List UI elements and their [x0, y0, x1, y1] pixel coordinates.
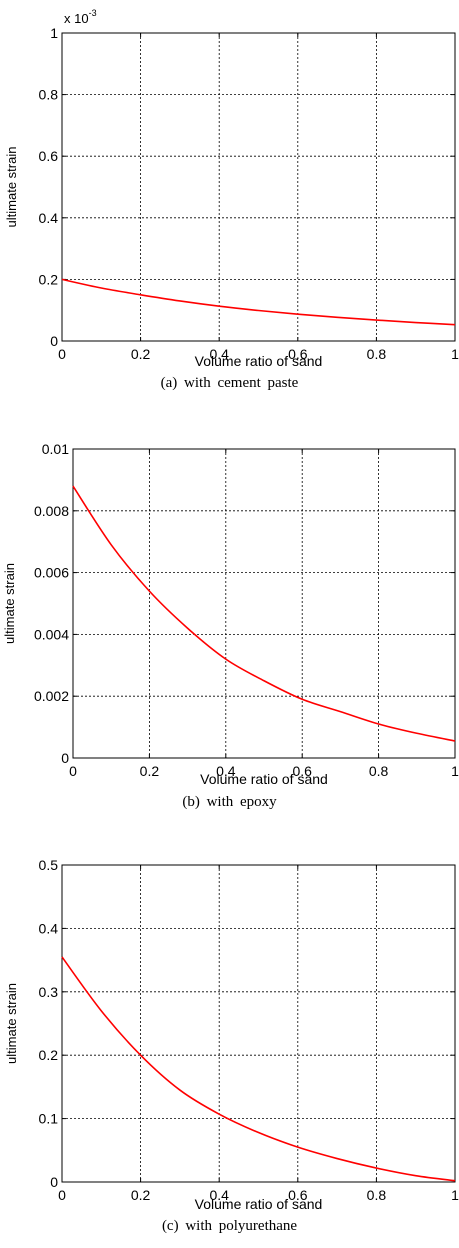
chart-panel-b: 0 0.2 0.4 0.6 0.8 1 0 0.002 0.004 0.006 0.008 0.01 V… [0, 410, 459, 825]
x-tick-label: 0.8 [369, 763, 389, 779]
x-axis-label: Volume ratio of sand [195, 353, 323, 369]
y-tick-label: 0.008 [34, 503, 69, 519]
chart-a: 0 0.2 0.4 0.6 0.8 1 0 0.2 0.4 0.6 0.8 1 x 10-3 Volume… [4, 8, 459, 369]
x-tick-label: 0.2 [131, 1187, 151, 1203]
y-tick-label: 0.5 [39, 857, 59, 873]
y-tick-label: 0.006 [34, 565, 69, 581]
series-line [72, 485, 456, 742]
plot-frame [61, 864, 456, 1183]
x-tick-label: 0.6 [288, 1187, 308, 1203]
y-tick-label: 0.8 [39, 87, 59, 103]
x-tick-label: 0.4 [209, 346, 229, 362]
x-tick-label: 0.4 [209, 1187, 229, 1203]
y-tick-label: 0 [50, 1174, 58, 1190]
x-axis-label: Volume ratio of sand [200, 771, 328, 787]
x-tick-label: 0.6 [288, 346, 308, 362]
y-tick-label: 0.2 [39, 271, 59, 287]
chart-panel-a: 0 0.2 0.4 0.6 0.8 1 0 0.2 0.4 0.6 0.8 1 x 10-3 Volume… [0, 0, 459, 410]
y-axis-label: ultimate strain [2, 563, 17, 644]
chart-panel-c: 0 0.2 0.4 0.6 0.8 1 0 0.1 0.2 0.3 0.4 0.5 Volume rat… [0, 825, 459, 1248]
x-tick-label: 0.8 [367, 346, 387, 362]
x-tick-label: 0 [69, 763, 77, 779]
x-tick-label: 0.2 [131, 346, 151, 362]
x-tick-label: 0.4 [216, 763, 236, 779]
y-tick-label: 0.1 [39, 1111, 59, 1127]
y-multiplier: x 10-3 [64, 8, 97, 26]
x-tick-label: 0 [58, 346, 66, 362]
x-axis-label: Volume ratio of sand [195, 1196, 323, 1212]
y-tick-label: 0.4 [39, 210, 59, 226]
plot-frame [61, 32, 456, 342]
series-line [61, 956, 456, 1182]
y-tick-label: 0.01 [42, 441, 69, 457]
y-tick-label: 0.004 [34, 626, 69, 642]
series-line [61, 278, 456, 326]
y-tick-label: 0 [61, 750, 69, 766]
y-tick-label: 0.3 [39, 984, 59, 1000]
caption-a: (a) with cement paste [160, 375, 299, 391]
caption-c: (c) with polyurethane [161, 1218, 298, 1234]
x-tick-label: 0 [58, 1187, 66, 1203]
chart-c: 0 0.2 0.4 0.6 0.8 1 0 0.1 0.2 0.3 0.4 0.5 Volume rat… [4, 857, 459, 1212]
y-tick-label: 0 [50, 333, 58, 349]
x-tick-label: 1 [451, 1187, 459, 1203]
x-tick-label: 1 [451, 763, 459, 779]
x-tick-label: 0.6 [292, 763, 312, 779]
y-tick-label: 0.2 [39, 1047, 59, 1063]
y-axis-label: ultimate strain [4, 983, 19, 1064]
y-tick-label: 0.002 [34, 688, 69, 704]
y-tick-label: 1 [50, 25, 58, 41]
x-tick-label: 0.2 [140, 763, 160, 779]
x-tick-label: 0.8 [367, 1187, 387, 1203]
caption-b: (b) with epoxy [182, 794, 277, 810]
y-axis-label: ultimate strain [4, 147, 19, 228]
x-tick-label: 1 [451, 346, 459, 362]
plot-frame [72, 448, 456, 759]
y-tick-label: 0.6 [39, 148, 59, 164]
chart-b: 0 0.2 0.4 0.6 0.8 1 0 0.002 0.004 0.006 0.008 0.01 V… [2, 441, 459, 787]
y-tick-label: 0.4 [39, 920, 59, 936]
